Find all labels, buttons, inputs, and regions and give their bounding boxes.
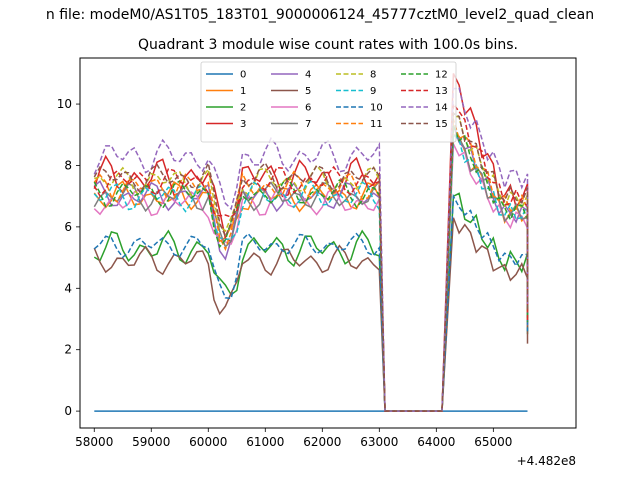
y-tick-label: 0 — [64, 404, 72, 418]
legend-entry-15: 15 — [435, 119, 448, 130]
series-line-10 — [93, 193, 529, 412]
series-line-6 — [93, 143, 529, 412]
series-line-14 — [93, 87, 529, 412]
legend-entry-8: 8 — [370, 70, 376, 81]
legend-entry-7: 7 — [305, 119, 311, 130]
x-tick-label: 62000 — [303, 435, 341, 449]
series-line-5 — [93, 217, 529, 412]
series-line-8 — [94, 115, 529, 412]
x-tick-label: 64000 — [417, 435, 455, 449]
x-axis: 58000 59000 60000 61000 62000 63000 64000 65000 — [75, 428, 512, 449]
x-tick-label: 58000 — [75, 435, 113, 449]
y-axis: 0 2 4 6 8 10 — [57, 97, 80, 418]
legend-entry-3: 3 — [240, 119, 246, 130]
legend-entry-13: 13 — [435, 86, 448, 97]
series-line-11 — [93, 119, 529, 412]
legend-entry-12: 12 — [435, 70, 448, 81]
x-tick-label: 63000 — [360, 435, 398, 449]
legend-entry-11: 11 — [370, 119, 383, 130]
figure-suptitle: n file: modeM0/AS1T05_183T01_9000006124_… — [46, 7, 594, 23]
legend-entry-2: 2 — [240, 103, 246, 114]
y-tick-label: 8 — [64, 158, 72, 172]
legend-entry-9: 9 — [370, 86, 376, 97]
x-tick-label: 59000 — [132, 435, 170, 449]
plot-area — [93, 73, 529, 412]
y-tick-label: 4 — [64, 281, 72, 295]
legend-entry-4: 4 — [305, 70, 311, 81]
legend-box — [200, 61, 457, 143]
axes-frame — [79, 57, 577, 429]
y-tick-label: 6 — [64, 220, 72, 234]
series-line-12 — [93, 125, 529, 412]
legend-entry-14: 14 — [435, 103, 448, 114]
x-axis-offset-label: +4.482e8 — [517, 454, 576, 468]
series-line-2 — [93, 192, 529, 412]
y-tick-label: 2 — [64, 343, 72, 357]
legend-entry-1: 1 — [240, 86, 246, 97]
legend-entry-5: 5 — [305, 86, 311, 97]
legend-entry-0: 0 — [240, 70, 246, 81]
x-tick-label: 61000 — [246, 435, 284, 449]
x-tick-label: 60000 — [189, 435, 227, 449]
legend-entry-10: 10 — [370, 103, 383, 114]
legend-entry-6: 6 — [305, 103, 311, 114]
chart-title: Quadrant 3 module wise count rates with … — [138, 37, 518, 53]
x-tick-label: 65000 — [474, 435, 512, 449]
y-tick-label: 10 — [57, 97, 72, 111]
series-line-15 — [93, 112, 529, 412]
series-line-9 — [93, 133, 529, 412]
